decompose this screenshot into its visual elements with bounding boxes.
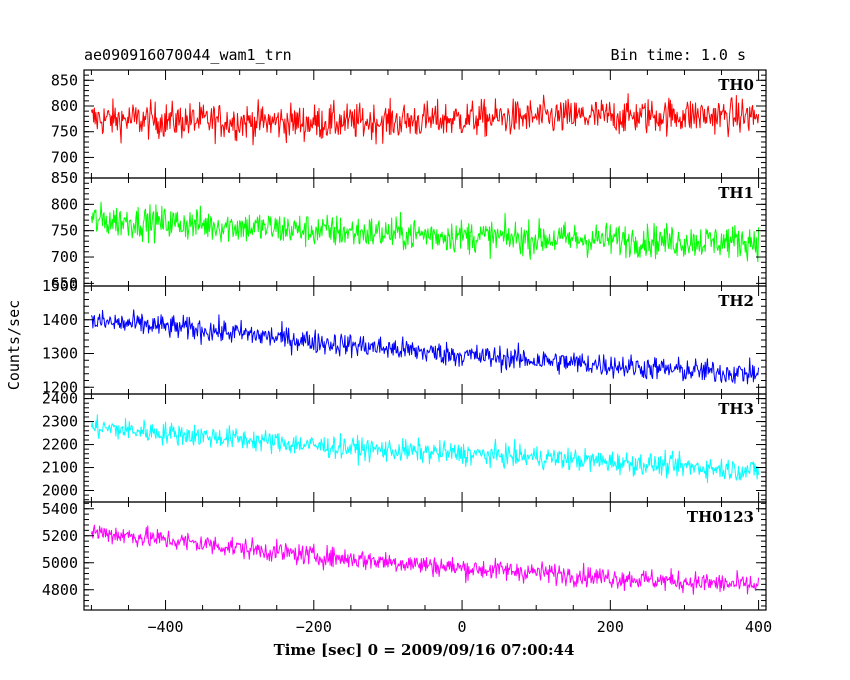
series-trace-th0 xyxy=(90,93,760,146)
x-tick-label: 400 xyxy=(745,618,772,636)
y-tick-label: 800 xyxy=(51,195,78,213)
series-label-th0: TH0 xyxy=(718,76,754,94)
bin-time-label: Bin time: 1.0 s xyxy=(611,46,746,64)
y-axis-label: Counts/sec xyxy=(5,300,23,390)
y-tick-label: 650 xyxy=(51,274,78,292)
y-tick-label: 2200 xyxy=(42,436,78,454)
y-tick-label: 750 xyxy=(51,123,78,141)
panel-frame xyxy=(83,501,767,611)
x-tick-label: −400 xyxy=(147,618,183,636)
y-tick-label: 4800 xyxy=(42,581,78,599)
x-tick-label: 0 xyxy=(458,618,467,636)
x-tick-label: 200 xyxy=(597,618,624,636)
series-label-th1: TH1 xyxy=(718,184,754,202)
y-tick-label: 5400 xyxy=(42,500,78,518)
y-tick-label: 2100 xyxy=(42,459,78,477)
y-tick-label: 2000 xyxy=(42,482,78,500)
series-label-th2: TH2 xyxy=(718,292,754,310)
series-trace-th3 xyxy=(90,414,760,484)
y-tick-label: 850 xyxy=(51,169,78,187)
panel-th2: 1200 1300 1400 1500 TH2 xyxy=(42,277,767,396)
y-tick-label: 1500 xyxy=(42,277,78,295)
y-tick-label: 750 xyxy=(51,222,78,240)
series-label-th3: TH3 xyxy=(718,400,754,418)
y-tick-label: 700 xyxy=(51,148,78,166)
y-tick-label: 850 xyxy=(51,71,78,89)
y-tick-label: 2300 xyxy=(42,413,78,431)
series-label-th0123: TH0123 xyxy=(687,508,754,526)
y-tick-label: 700 xyxy=(51,248,78,266)
y-tick-label: 1300 xyxy=(42,345,78,363)
y-tick-label: 5000 xyxy=(42,554,78,572)
x-tick-label: −200 xyxy=(296,618,332,636)
series-trace-th2 xyxy=(90,309,760,385)
y-tick-label: 1200 xyxy=(42,378,78,396)
chart-title: ae090916070044_wam1_trn xyxy=(84,46,292,64)
panel-frame xyxy=(83,285,767,395)
y-tick-label: 1400 xyxy=(42,311,78,329)
y-tick-label: 800 xyxy=(51,97,78,115)
panel-th0: 700 750 800 850 TH0 xyxy=(51,69,767,179)
y-tick-label: 2400 xyxy=(42,390,78,408)
series-trace-th0123 xyxy=(90,524,760,595)
series-trace-th1 xyxy=(90,201,760,263)
panel-th3: 2000 2100 2200 2300 2400 TH3 xyxy=(42,390,767,503)
y-tick-label: 5200 xyxy=(42,527,78,545)
x-axis-label: Time [sec] 0 = 2009/09/16 07:00:44 xyxy=(274,641,575,659)
panel-th0123: 4800 5000 5200 5400 TH0123 xyxy=(42,500,767,611)
panel-th1: 650 700 750 800 850 TH1 xyxy=(51,169,767,292)
